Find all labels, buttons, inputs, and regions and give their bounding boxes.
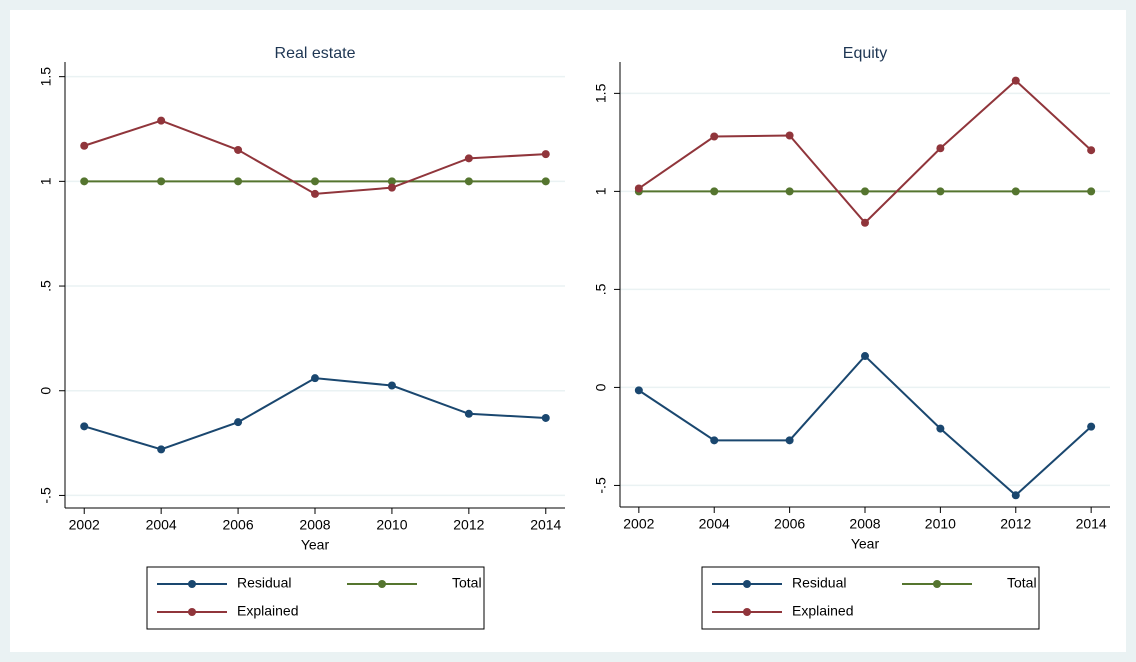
marker bbox=[311, 177, 319, 186]
x-tick-label: 2002 bbox=[623, 516, 654, 532]
marker bbox=[234, 418, 243, 427]
legend-marker bbox=[188, 608, 196, 616]
legend-marker bbox=[743, 580, 751, 588]
legend-label: Total bbox=[452, 575, 482, 591]
x-tick-label: 2004 bbox=[699, 516, 730, 532]
y-tick-label: 1.5 bbox=[38, 67, 54, 87]
x-tick-label: 2014 bbox=[1076, 516, 1107, 532]
y-tick-label: 1 bbox=[593, 187, 609, 195]
marker bbox=[861, 218, 869, 227]
marker bbox=[710, 436, 719, 445]
plot-region bbox=[620, 62, 1110, 507]
marker bbox=[311, 374, 319, 383]
legend-label: Explained bbox=[237, 603, 299, 619]
marker bbox=[936, 144, 945, 153]
legend-box bbox=[146, 566, 485, 630]
marker bbox=[387, 381, 396, 390]
marker bbox=[464, 409, 473, 418]
y-tick-label: 0 bbox=[593, 383, 609, 391]
x-tick-label: 2006 bbox=[774, 516, 805, 532]
chart-title: Equity bbox=[843, 45, 887, 62]
y-tick-label: 0 bbox=[38, 387, 54, 395]
x-tick-label: 2010 bbox=[376, 517, 407, 533]
marker bbox=[80, 141, 89, 150]
legend-marker bbox=[933, 580, 941, 588]
y-tick-label: 1 bbox=[38, 177, 54, 185]
marker bbox=[311, 189, 319, 198]
x-axis-label: Year bbox=[301, 537, 330, 553]
marker bbox=[157, 177, 166, 186]
marker bbox=[861, 187, 869, 196]
x-tick-label: 2004 bbox=[146, 517, 177, 533]
legend-label: Residual bbox=[237, 575, 291, 591]
y-tick-label: .5 bbox=[38, 280, 54, 292]
marker bbox=[234, 145, 243, 154]
marker bbox=[785, 131, 794, 140]
marker bbox=[1011, 187, 1020, 196]
x-tick-label: 2006 bbox=[222, 517, 253, 533]
y-tick-label: -.5 bbox=[38, 487, 54, 504]
marker bbox=[1011, 491, 1020, 500]
x-tick-label: 2002 bbox=[69, 517, 100, 533]
marker bbox=[234, 177, 243, 186]
x-axis-label: Year bbox=[851, 536, 880, 552]
x-tick-label: 2010 bbox=[925, 516, 956, 532]
marker bbox=[1087, 187, 1096, 196]
marker bbox=[387, 183, 396, 192]
y-tick-label: 1.5 bbox=[593, 83, 609, 103]
marker bbox=[387, 177, 396, 186]
legend-marker bbox=[378, 580, 386, 588]
chart-title: Real estate bbox=[275, 45, 356, 62]
marker bbox=[157, 445, 166, 454]
marker bbox=[936, 424, 945, 433]
marker bbox=[80, 422, 89, 431]
marker bbox=[1087, 422, 1096, 431]
y-tick-label: .5 bbox=[593, 283, 609, 295]
marker bbox=[541, 177, 550, 186]
marker bbox=[464, 177, 473, 186]
marker bbox=[1011, 76, 1020, 85]
marker bbox=[464, 154, 473, 163]
marker bbox=[861, 352, 869, 361]
x-tick-label: 2012 bbox=[1000, 516, 1031, 532]
legend-label: Residual bbox=[792, 575, 846, 591]
x-tick-label: 2008 bbox=[299, 517, 330, 533]
marker bbox=[936, 187, 945, 196]
legend-marker bbox=[743, 608, 751, 616]
marker bbox=[634, 386, 643, 395]
marker bbox=[785, 436, 794, 445]
y-tick-label: -.5 bbox=[593, 477, 609, 494]
x-tick-label: 2014 bbox=[530, 517, 561, 533]
legend-label: Explained bbox=[792, 603, 854, 619]
x-tick-label: 2012 bbox=[453, 517, 484, 533]
marker bbox=[710, 187, 719, 196]
marker bbox=[157, 116, 166, 125]
x-tick-label: 2008 bbox=[849, 516, 880, 532]
marker bbox=[634, 184, 643, 193]
legend-marker bbox=[188, 580, 196, 588]
plot-region bbox=[65, 62, 565, 508]
marker bbox=[710, 132, 719, 141]
marker bbox=[80, 177, 89, 186]
legend-label: Total bbox=[1007, 575, 1037, 591]
legend-box bbox=[701, 566, 1040, 630]
marker bbox=[541, 150, 550, 159]
marker bbox=[785, 187, 794, 196]
marker bbox=[541, 413, 550, 422]
marker bbox=[1087, 146, 1096, 155]
